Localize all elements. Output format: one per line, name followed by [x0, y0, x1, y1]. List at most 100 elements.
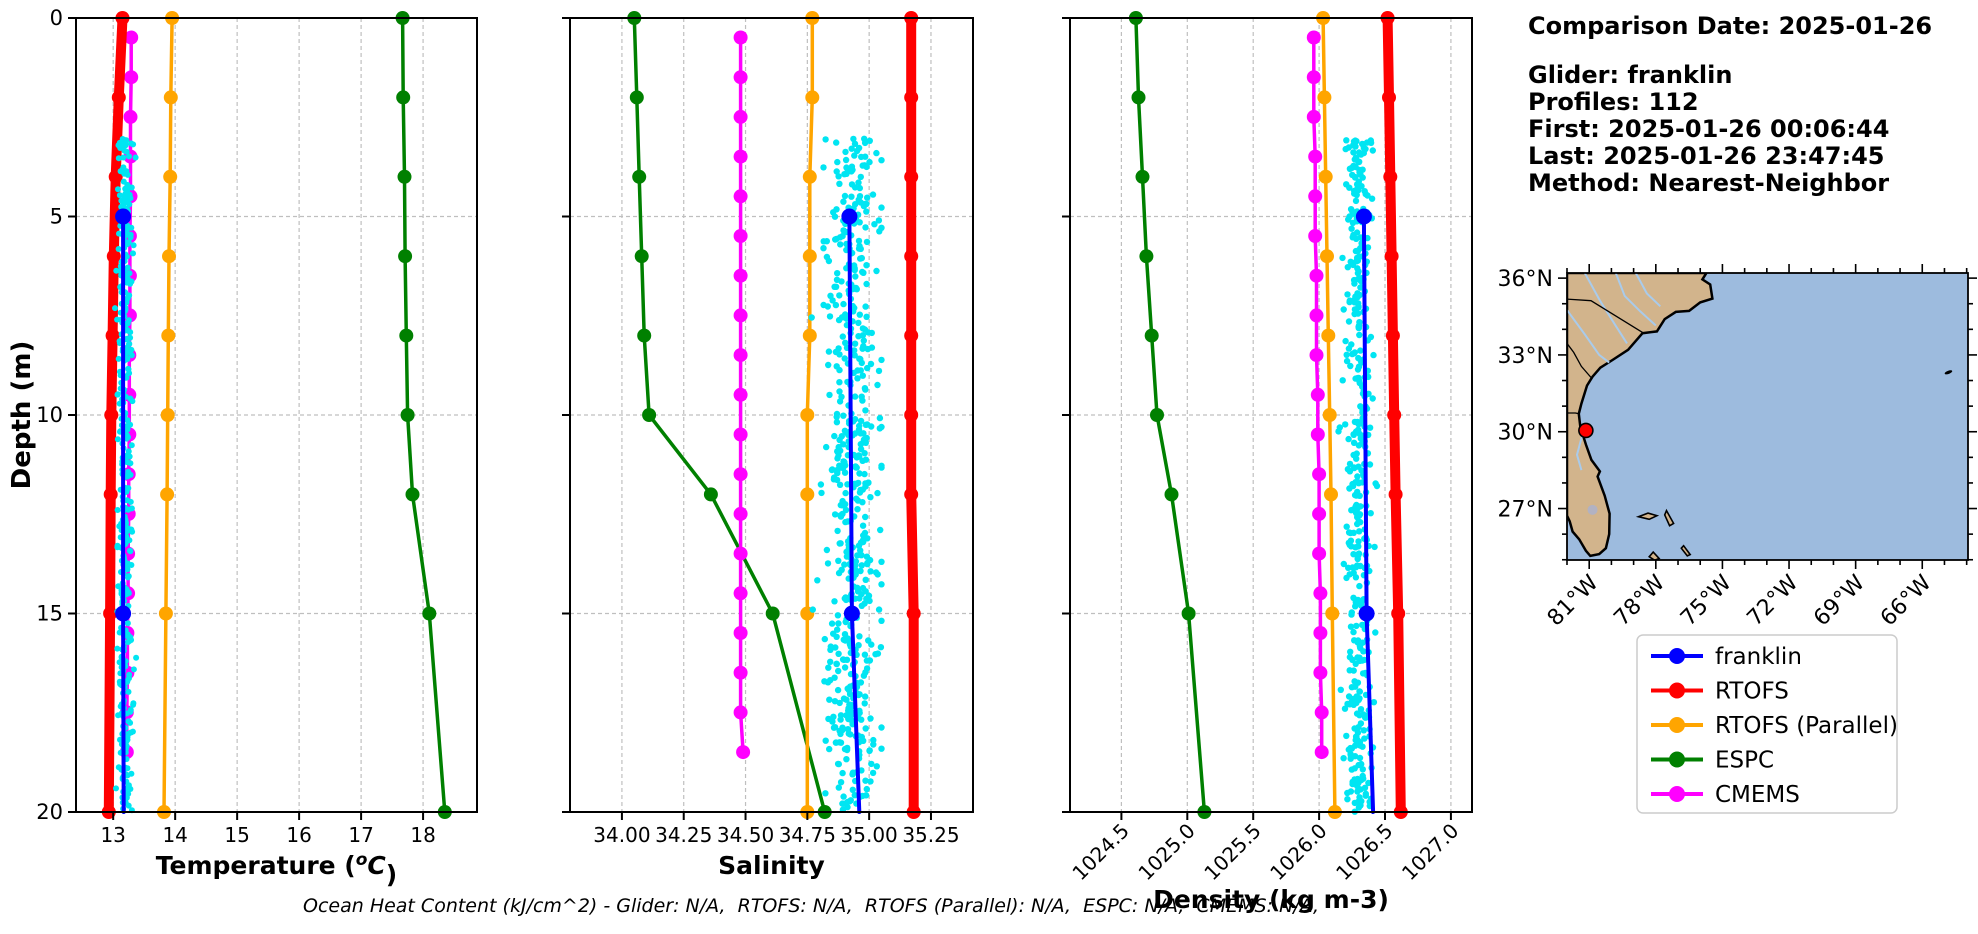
map-state-border — [1567, 343, 1593, 379]
legend-entry-franklin: franklin — [1651, 644, 1802, 670]
glider-raw-points-salinity — [808, 135, 885, 813]
density-plot: 1024.5 1025.0 1025.5 1026.0 1026.5 1027.0Dens… — [1062, 11, 1473, 914]
legend: franklin RTOFS RTOFS (Parallel) ESPC CMEMS — [1636, 634, 1898, 814]
glider-raw-points-density — [1335, 137, 1381, 815]
ocean-heat-content-footnote: Ocean Heat Content (kJ/cm^2) - Glider: N… — [303, 895, 1319, 917]
svg-text:17: 17 — [348, 823, 373, 847]
series-cmems-density — [1306, 30, 1329, 760]
legend-label: franklin — [1715, 644, 1802, 670]
svg-text:1026.5: 1026.5 — [1331, 819, 1397, 885]
legend-label: ESPC — [1715, 748, 1774, 774]
series-rtofs-salinity — [904, 11, 921, 819]
series-franklin-temperature — [115, 208, 132, 814]
salinity-x-ticks: 34.00 34.25 34.50 34.75 35.00 35.25 — [593, 812, 960, 847]
temperature-x-ticks: 13 14 15 16 17 18 — [100, 812, 436, 847]
map-lon-label: 81°W — [1543, 570, 1604, 631]
svg-text:20: 20 — [36, 800, 63, 824]
map-lon-label: 69°W — [1809, 570, 1870, 631]
svg-text:16: 16 — [286, 823, 311, 847]
salinity-plot: 34.00 34.25 34.50 34.75 35.00 35.25 Salinity — [562, 11, 974, 880]
temperature-plot: 13 14 15 16 17 18 0 5 10 15 20 Temperature (oC) Dept… — [7, 6, 478, 889]
svg-text:34.50: 34.50 — [717, 823, 774, 847]
svg-text:1025.0: 1025.0 — [1133, 819, 1199, 885]
map-island-bahamas — [1680, 544, 1692, 557]
series-rtofs-parallel--density — [1316, 11, 1342, 819]
legend-entry-espc: ESPC — [1651, 748, 1774, 774]
legend-box — [1636, 634, 1898, 814]
map-island-bermuda — [1944, 370, 1953, 375]
svg-text:1027.0: 1027.0 — [1397, 819, 1463, 885]
svg-text:35.25: 35.25 — [902, 823, 959, 847]
svg-text:34.75: 34.75 — [779, 823, 836, 847]
glider-info-block: Glider: franklin Profiles: 112 First: 20… — [1528, 61, 1890, 197]
series-franklin-density — [1355, 208, 1376, 814]
svg-text:0: 0 — [50, 6, 63, 30]
legend-marker-2 — [1669, 682, 1685, 699]
map-island-bahamas — [1663, 508, 1675, 527]
map-lat-label: 27°N — [1498, 498, 1553, 523]
map-lon-label: 66°W — [1876, 570, 1937, 631]
map-glider-position-marker — [1578, 422, 1594, 439]
map-lat-label: 30°N — [1498, 421, 1553, 446]
temperature-grid — [76, 17, 477, 813]
map-island-bahamas — [1635, 512, 1660, 521]
map-state-border — [1567, 298, 1644, 334]
map-river — [1567, 309, 1610, 364]
map-river — [1583, 273, 1628, 344]
map-lon-label: 78°W — [1609, 570, 1670, 631]
legend-marker-4 — [1669, 751, 1685, 768]
salinity-xlabel: Salinity — [718, 851, 825, 880]
svg-text:35.00: 35.00 — [841, 823, 898, 847]
density-grid — [1070, 17, 1472, 813]
density-xlabel: Density (kg m-3) — [1153, 885, 1389, 914]
svg-text:5: 5 — [50, 205, 63, 229]
map-lat-label: 36°N — [1498, 267, 1553, 292]
location-map: 36°N 33°N 30°N 27°N 81°W 78°W 75°W 72°W 69°W 66°W — [1498, 264, 1977, 631]
svg-text:10: 10 — [36, 403, 63, 427]
series-cmems-salinity — [733, 30, 751, 760]
temperature-xlabel: Temperature (oC) — [156, 850, 397, 889]
legend-marker-1 — [1669, 648, 1685, 664]
svg-text:1024.5: 1024.5 — [1067, 819, 1133, 885]
svg-text:15: 15 — [224, 823, 249, 847]
temperature-axes-frame — [75, 17, 478, 813]
temperature-y-ticks: 0 5 10 15 20 — [36, 6, 76, 824]
map-lon-label: 72°W — [1743, 570, 1804, 631]
legend-entry-cmems: CMEMS — [1651, 782, 1800, 808]
map-lat-label: 33°N — [1498, 344, 1553, 369]
svg-text:15: 15 — [36, 602, 63, 626]
legend-marker-5 — [1669, 786, 1685, 802]
series-espc-temperature — [395, 11, 452, 819]
density-x-ticks: 1024.5 1025.0 1025.5 1026.0 1026.5 1027.0 — [1067, 812, 1463, 885]
density-y-ticks — [1062, 17, 1070, 813]
map-island-bahamas — [1647, 550, 1661, 560]
legend-entry-rtofs-parallel-: RTOFS (Parallel) — [1651, 713, 1898, 739]
series-rtofs-density — [1380, 11, 1408, 819]
temperature-ylabel: Depth (m) — [7, 341, 37, 490]
svg-text:1026.0: 1026.0 — [1265, 819, 1331, 885]
svg-text:14: 14 — [162, 823, 187, 847]
map-river — [1634, 273, 1661, 308]
svg-text:34.00: 34.00 — [593, 823, 650, 847]
series-franklin-salinity — [841, 208, 862, 814]
legend-label: CMEMS — [1715, 782, 1800, 808]
map-river — [1614, 273, 1657, 327]
salinity-y-ticks — [562, 17, 570, 813]
legend-label: RTOFS (Parallel) — [1715, 713, 1898, 739]
density-axes-frame — [1069, 17, 1473, 813]
series-espc-salinity — [627, 11, 832, 819]
map-state-border — [1567, 412, 1580, 415]
map-lake-okeechobee — [1587, 504, 1598, 515]
series-rtofs-parallel--temperature — [157, 11, 180, 819]
svg-text:34.25: 34.25 — [655, 823, 712, 847]
legend-entry-rtofs: RTOFS — [1651, 679, 1789, 705]
svg-text:18: 18 — [410, 823, 435, 847]
legend-label: RTOFS — [1715, 679, 1789, 705]
map-ticks — [1558, 264, 1977, 569]
comparison-date-title: Comparison Date: 2025-01-26 — [1528, 12, 1933, 40]
legend-marker-3 — [1669, 717, 1685, 733]
map-river — [1575, 434, 1584, 471]
svg-text:13: 13 — [100, 823, 125, 847]
